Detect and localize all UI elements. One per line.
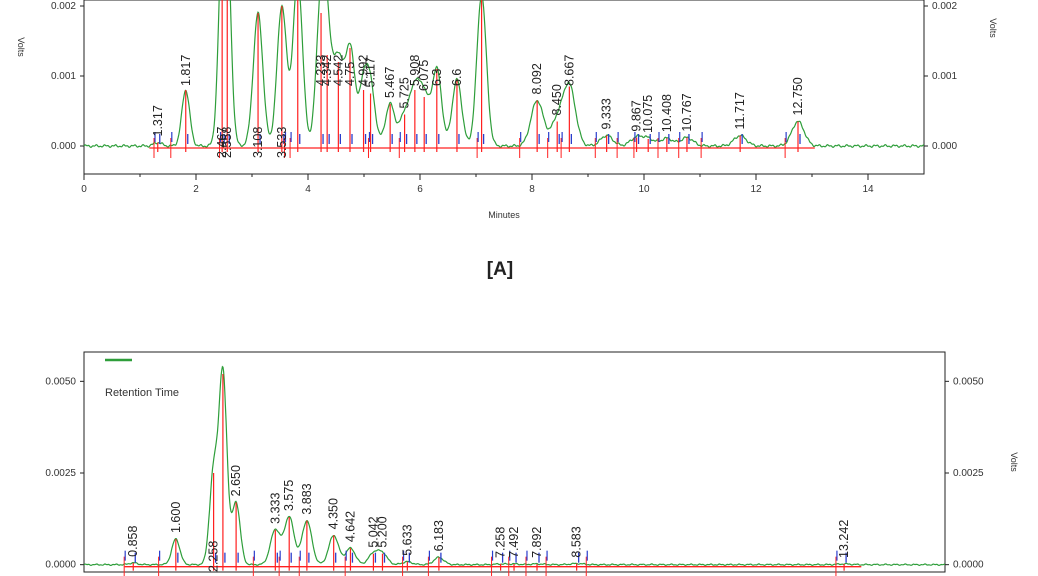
panel-b-peak-label-9: 5.042 [366, 516, 380, 547]
panel-a-x-tick-label-2: 4 [305, 184, 311, 195]
panel-a-peak-label-4: 3.108 [251, 127, 265, 158]
panel-a-peak-label-18: 8.092 [530, 63, 544, 94]
panel-a-peak-label-13: 5.725 [398, 77, 412, 108]
panel-a-x-tick-label-5: 10 [638, 184, 650, 195]
panel-a-y-axis-label-left: Volts [16, 37, 26, 57]
panel-b-trace-line [83, 365, 946, 567]
panel-a-peak-label-19: 8.450 [550, 84, 564, 115]
panel-a-peak-label-21: 9.333 [600, 98, 614, 129]
panel-a-peak-label-10: 4.992 [357, 55, 371, 86]
panel-a-peak-label-9: 4.75 [343, 62, 357, 86]
panel-a-peak-label-26: 11.717 [733, 92, 747, 129]
panel-b-peak-label-0: 0.858 [126, 526, 140, 557]
panel-a-peak-label-25: 10.767 [680, 93, 694, 131]
panel-b-peak-label-17: 13.242 [837, 520, 851, 558]
panel-b-legend-label: Retention Time [105, 387, 179, 399]
panel-b-peak-label-10: 5.200 [375, 516, 389, 547]
panel-b-peak-label-15: 7.892 [530, 527, 544, 558]
panel-b-plot-frame [83, 351, 946, 573]
panel-a-y-tick-label-right-2: 0.002 [932, 1, 957, 12]
panel-a-peak-label-15: 6.075 [417, 60, 431, 91]
panel-b-peak-label-1: 1.600 [169, 502, 183, 533]
panel-b-peak-label-8: 4.642 [343, 511, 357, 542]
panel-a-plot-frame [83, 0, 925, 175]
panel-b-y-tick-label-left-2: 0.0050 [45, 376, 76, 387]
panel-a-y-tick-label-left-2: 0.002 [51, 1, 76, 12]
panel-a-y-tick-label-left-1: 0.001 [51, 71, 76, 82]
panel-b-y-axis-label-right: Volts [1009, 452, 1019, 472]
panel-b-peak-label-12: 6.183 [432, 520, 446, 551]
panel-a-peak-label-2: 2.467 [215, 127, 229, 158]
panel-b-peak-label-6: 3.883 [300, 483, 314, 514]
panel-b-peak-label-2: 2.258 [207, 541, 221, 572]
panel-a-x-tick-label-6: 12 [750, 184, 762, 195]
panel-a-x-tick-label-3: 6 [417, 184, 423, 195]
panel-a-peak-label-14: 5.908 [408, 55, 422, 86]
panel-a-peak-label-20: 8.667 [562, 55, 576, 86]
panel-a-peak-label-24: 10.408 [660, 94, 674, 132]
panel-a-peak-label-0: 1.317 [151, 105, 165, 136]
panel-b-peak-label-4: 3.333 [268, 493, 282, 524]
panel-a-x-axis-label: Minutes [488, 210, 520, 220]
panel-a-peak-label-23: 10.075 [641, 95, 655, 133]
panel-b-y-tick-label-left-1: 0.0025 [45, 468, 76, 479]
panel-b-peak-label-14: 7.492 [507, 527, 521, 558]
panel-a-peak-label-11: 5.117 [364, 57, 378, 87]
panel-a-peak-label-6: 4.233 [314, 55, 328, 86]
panel-b-peak-label-11: 5.633 [400, 524, 414, 555]
panel-b-peak-label-5: 3.575 [282, 480, 296, 511]
panel-a-peak-label-12: 5.467 [383, 67, 397, 98]
panel-b-y-tick-label-left-0: 0.0000 [45, 560, 76, 571]
panel-a-peak-label-17: 6.6 [450, 69, 464, 86]
panel-a-y-axis-label-right: Volts [988, 18, 998, 38]
panel-a-y-tick-label-left-0: 0.000 [51, 141, 76, 152]
panel-b-y-tick-label-right-0: 0.0000 [953, 560, 984, 571]
panel-a-peak-label-5: 3.533 [275, 127, 289, 158]
panel-a-peak-label-16: 6.3 [430, 69, 444, 86]
panel-a-peak-label-22: 9.867 [630, 100, 644, 131]
panel-a-x-tick-label-4: 8 [529, 184, 535, 195]
panel-b-peak-label-3: 2.650 [229, 465, 243, 496]
panel-a-peak-label-1: 1.817 [179, 55, 193, 86]
panel-b-y-tick-label-right-2: 0.0050 [953, 376, 984, 387]
panel-a-y-tick-label-right-1: 0.001 [932, 71, 957, 82]
panel-a-x-tick-label-1: 2 [193, 184, 199, 195]
panel-a-peak-label-7: 4.342 [320, 55, 334, 86]
panel-a-trace-line [83, 0, 925, 149]
panel-a-peak-label-3: 2.558 [220, 127, 234, 158]
panel-b-peak-label-13: 7.258 [494, 527, 508, 558]
panel-a-peak-label-8: 4.542 [331, 55, 345, 86]
panel-b-y-tick-label-right-1: 0.0025 [953, 468, 984, 479]
panel-a-caption: [A] [486, 259, 514, 280]
panel-a-x-tick-label-7: 14 [862, 184, 874, 195]
panel-b-peak-label-16: 8.583 [570, 526, 584, 557]
panel-a-x-tick-label-0: 0 [81, 184, 87, 195]
panel-a-peak-label-27: 12.750 [791, 77, 805, 115]
panel-a-y-tick-label-right-0: 0.000 [932, 141, 957, 152]
panel-b-peak-label-7: 4.350 [327, 498, 341, 529]
